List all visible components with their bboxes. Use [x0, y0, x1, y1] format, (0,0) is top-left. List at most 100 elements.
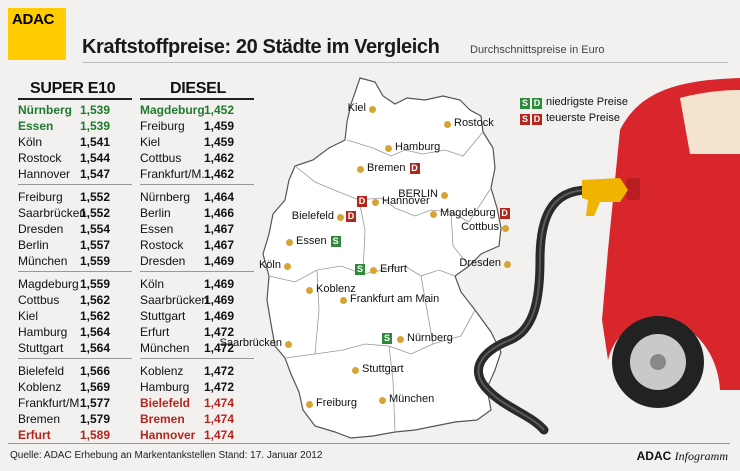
price-row: Erfurt 1,589	[18, 427, 132, 443]
price-group: Nürnberg 1,539 Essen 1,539 Köln 1,541 Rostock 1…	[18, 102, 132, 182]
price-value: 1,562	[80, 293, 111, 307]
price-value: 1,469	[204, 277, 235, 291]
price-row: Koblenz 1,472	[140, 363, 254, 379]
price-value: 1,562	[80, 309, 111, 323]
city-name: Cottbus	[140, 151, 182, 165]
price-value: 1,544	[80, 151, 111, 165]
most-expensive-badge: D	[357, 196, 367, 207]
price-value: 1,564	[80, 325, 111, 339]
price-value: 1,469	[204, 309, 235, 323]
city-name: Bielefeld	[140, 396, 191, 410]
city-name: Koblenz	[140, 364, 184, 378]
city-name: Magdeburg	[18, 277, 79, 291]
map-city-label: Magdeburg	[440, 207, 496, 219]
price-row: Bremen 1,579	[18, 411, 132, 427]
cheapest-badge: S	[382, 333, 392, 344]
footer-rule	[8, 443, 730, 444]
price-group: Koblenz 1,472 Hamburg 1,472 Bielefeld 1,474 Br…	[140, 363, 254, 443]
price-value: 1,564	[80, 341, 111, 355]
city-dot	[284, 263, 291, 270]
group-divider	[18, 271, 132, 272]
price-row: Köln 1,469	[140, 276, 254, 292]
diesel-heading-rule	[140, 98, 254, 100]
page-title: Kraftstoffpreise: 20 Städte im Vergleich	[82, 36, 440, 58]
legend: S D niedrigste Preise S D teuerste Preis…	[520, 96, 628, 128]
group-divider	[18, 184, 132, 185]
fuel-nozzle	[582, 178, 628, 216]
city-dot	[372, 199, 379, 206]
price-value: 1,472	[204, 364, 235, 378]
brand-mark: ADAC Infogramm	[637, 449, 728, 464]
price-row: München 1,559	[18, 253, 132, 269]
city-dot	[379, 397, 386, 404]
group-divider	[140, 184, 254, 185]
map-city-label: Bremen	[367, 162, 406, 174]
price-value: 1,467	[204, 238, 235, 252]
price-row: München 1,472	[140, 340, 254, 356]
price-group: Bielefeld 1,566 Koblenz 1,569 Frankfurt/M. 1,…	[18, 363, 132, 443]
price-value: 1,469	[204, 293, 235, 307]
map-city-label: Bielefeld	[291, 210, 334, 222]
price-row: Saarbrücken 1,552	[18, 205, 132, 221]
city-name: Saarbrücken	[18, 206, 87, 220]
city-name: Koblenz	[18, 380, 62, 394]
map-city-label: Rostock	[454, 117, 494, 129]
price-row: Dresden 1,469	[140, 253, 254, 269]
city-name: Nürnberg	[18, 103, 72, 117]
price-value: 1,579	[80, 412, 111, 426]
price-row: Saarbrücken 1,469	[140, 292, 254, 308]
city-name: Frankfurt/M.	[140, 167, 205, 181]
legend-d-badge-expensive: D	[532, 114, 542, 125]
city-name: Dresden	[18, 222, 64, 236]
price-value: 1,459	[204, 119, 235, 133]
cheapest-badge: S	[330, 236, 341, 247]
city-name: Erfurt	[18, 428, 51, 442]
group-divider	[140, 271, 254, 272]
price-value: 1,554	[80, 222, 111, 236]
price-row: Cottbus 1,462	[140, 150, 254, 166]
price-row: Erfurt 1,472	[140, 324, 254, 340]
car-hub	[650, 354, 666, 370]
legend-cheapest: S D niedrigste Preise	[520, 96, 628, 112]
price-row: Stuttgart 1,469	[140, 308, 254, 324]
price-value: 1,474	[204, 428, 235, 442]
most-expensive-badge: D	[499, 208, 510, 219]
price-row: Frankfurt/M. 1,462	[140, 166, 254, 182]
price-row: Freiburg 1,459	[140, 118, 254, 134]
map-city-label: Kiel	[347, 102, 366, 114]
price-row: Koblenz 1,569	[18, 379, 132, 395]
city-name: Hamburg	[140, 380, 190, 394]
price-group: Köln 1,469 Saarbrücken 1,469 Stuttgart 1,469 E…	[140, 276, 254, 356]
price-row: Magdeburg 1,452	[140, 102, 254, 118]
price-value: 1,472	[204, 380, 235, 394]
city-name: Köln	[140, 277, 165, 291]
germany-map	[262, 77, 502, 439]
price-row: Nürnberg 1,464	[140, 189, 254, 205]
city-dot	[369, 106, 376, 113]
price-row: Frankfurt/M. 1,577	[18, 395, 132, 411]
adac-logo: ADAC	[8, 8, 66, 60]
map-city-label: Koblenz	[316, 283, 356, 295]
price-value: 1,557	[80, 238, 111, 252]
group-divider	[18, 358, 132, 359]
price-row: Dresden 1,554	[18, 221, 132, 237]
city-name: Freiburg	[18, 190, 63, 204]
city-name: Frankfurt/M.	[18, 396, 83, 410]
city-name: Dresden	[140, 254, 186, 268]
price-value: 1,552	[80, 206, 111, 220]
map-city-label: Stuttgart	[362, 363, 404, 375]
price-value: 1,462	[204, 167, 235, 181]
most-expensive-badge: D	[409, 163, 420, 174]
price-value: 1,541	[80, 135, 111, 149]
city-name: Hannover	[140, 428, 196, 442]
city-dot	[441, 192, 448, 199]
price-value: 1,589	[80, 428, 111, 442]
city-name: Cottbus	[18, 293, 60, 307]
city-dot	[502, 225, 509, 232]
price-row: Cottbus 1,562	[18, 292, 132, 308]
cheapest-badge: S	[355, 264, 365, 275]
price-row: Hannover 1,547	[18, 166, 132, 182]
price-value: 1,577	[80, 396, 111, 410]
city-name: Berlin	[18, 238, 49, 252]
map-city-label: Dresden	[459, 257, 501, 269]
